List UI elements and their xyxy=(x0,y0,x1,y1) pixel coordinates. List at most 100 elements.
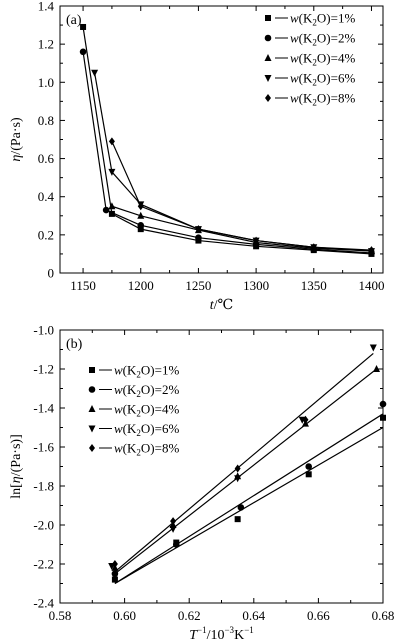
legend-label-5: w(K2O)=8% xyxy=(114,441,179,458)
y-tick-label: -1.6 xyxy=(33,440,54,455)
data-point xyxy=(137,202,144,211)
legend-label-3: w(K2O)=4% xyxy=(114,402,179,419)
panel-label: (a) xyxy=(66,13,82,28)
y-tick-label: 0 xyxy=(48,266,55,281)
y-tick-label: 1.0 xyxy=(38,75,54,90)
data-point xyxy=(172,541,180,548)
fit-line xyxy=(114,368,377,575)
y-tick-label: -2.0 xyxy=(33,518,54,533)
chart-panel-a: 1150 1200 1250 1300 1350 1400 0 0.2 0.4 0.6 0.8 1.0… xyxy=(9,0,384,313)
x-tick-label: 1300 xyxy=(243,278,269,293)
data-point xyxy=(234,475,242,483)
y-axis-label: η/(Pa·s) xyxy=(9,117,24,162)
data-point xyxy=(79,48,87,56)
data-point xyxy=(369,344,377,352)
data-point xyxy=(305,463,313,470)
data-point xyxy=(111,560,118,568)
y-axis-label: ln[η/(Pa·s)] xyxy=(9,434,24,499)
legend-label-1: w(K2O)=1% xyxy=(290,11,355,28)
legend-marker xyxy=(89,444,95,452)
series-line xyxy=(111,205,372,252)
x-tick-label: 0.66 xyxy=(307,608,330,623)
legend: w(K2O)=1% w(K2O)=2% w(K2O)=4% w(K2O)=6% w(K2… xyxy=(88,363,179,458)
data-point xyxy=(380,414,386,421)
plot-frame xyxy=(59,329,384,604)
data-point xyxy=(137,211,145,219)
legend-marker xyxy=(265,15,271,21)
legend-label-2: w(K2O)=2% xyxy=(290,31,355,48)
legend-label-3: w(K2O)=4% xyxy=(290,51,355,68)
data-point xyxy=(373,365,381,372)
fit-line xyxy=(114,352,374,573)
legend-label-4: w(K2O)=6% xyxy=(290,71,355,88)
legend-label-1: w(K2O)=1% xyxy=(114,363,179,380)
series-5 xyxy=(108,137,375,255)
fit-line xyxy=(114,413,384,585)
y-tick-label: 0.6 xyxy=(38,151,55,166)
x-axis-label: T−1/10−3K−1 xyxy=(189,625,254,643)
series-2 xyxy=(111,400,387,585)
data-point xyxy=(368,246,375,255)
x-tick-label: 1200 xyxy=(128,278,154,293)
x-tick-label: 1250 xyxy=(185,278,211,293)
legend-marker xyxy=(88,405,96,412)
chart-panel-b: 0.58 0.60 0.62 0.64 0.66 0.68 -2.4 -2.2 -2.0 -1.8… xyxy=(9,323,394,644)
legend-marker xyxy=(264,75,272,82)
data-point xyxy=(170,517,177,526)
x-tick-label: 0.62 xyxy=(178,608,201,623)
legend-label-4: w(K2O)=6% xyxy=(114,421,179,438)
y-tick-label: -2.2 xyxy=(33,557,54,572)
data-point xyxy=(108,202,116,210)
series-5 xyxy=(111,415,309,568)
data-point xyxy=(253,236,260,245)
legend: w(K2O)=1% w(K2O)=2% w(K2O)=4% w(K2O)=6% w(K2… xyxy=(264,11,355,108)
data-point xyxy=(195,234,202,242)
panel-label: (b) xyxy=(66,337,83,352)
x-tick-label: 0.58 xyxy=(49,608,72,623)
x-tick-label: 0.68 xyxy=(372,608,395,623)
data-point xyxy=(302,415,309,424)
y-tick-label: -1.0 xyxy=(33,323,54,338)
y-tick-label: -1.4 xyxy=(33,401,54,416)
legend-marker xyxy=(265,94,271,102)
legend-label-5: w(K2O)=8% xyxy=(290,91,355,108)
data-point xyxy=(137,222,145,229)
data-point xyxy=(108,137,115,146)
data-point xyxy=(102,206,110,214)
legend-marker xyxy=(89,367,95,373)
x-tick-label: 0.60 xyxy=(113,608,136,623)
data-point xyxy=(91,69,99,77)
y-tick-label: 0.8 xyxy=(38,113,54,128)
plot-frame xyxy=(59,5,384,274)
data-point xyxy=(108,210,115,217)
data-point xyxy=(305,471,312,478)
series-line xyxy=(111,141,372,251)
legend-marker xyxy=(88,425,96,433)
data-point xyxy=(195,225,202,234)
data-point xyxy=(310,243,317,252)
data-point xyxy=(137,226,144,233)
data-point xyxy=(379,400,387,408)
y-tick-label: -1.8 xyxy=(33,479,54,494)
x-tick-label: 0.64 xyxy=(242,608,265,623)
data-point xyxy=(234,464,241,473)
y-tick-label: 0.4 xyxy=(38,189,55,204)
fit-line xyxy=(114,426,384,585)
data-point xyxy=(80,23,87,30)
x-tick-label: 1150 xyxy=(70,278,96,293)
data-point xyxy=(108,168,116,176)
y-tick-label: 1.2 xyxy=(38,37,54,52)
data-point xyxy=(234,516,241,523)
y-tick-label: -2.4 xyxy=(33,596,54,611)
x-tick-label: 1350 xyxy=(301,278,327,293)
y-tick-label: 1.4 xyxy=(38,0,55,14)
data-point xyxy=(237,504,245,511)
legend-marker xyxy=(264,34,272,42)
data-point xyxy=(111,576,118,583)
legend-marker xyxy=(88,386,96,393)
y-tick-label: -1.2 xyxy=(33,362,54,377)
legend-marker xyxy=(264,54,272,61)
series-3 xyxy=(108,202,375,255)
data-point xyxy=(169,525,177,533)
